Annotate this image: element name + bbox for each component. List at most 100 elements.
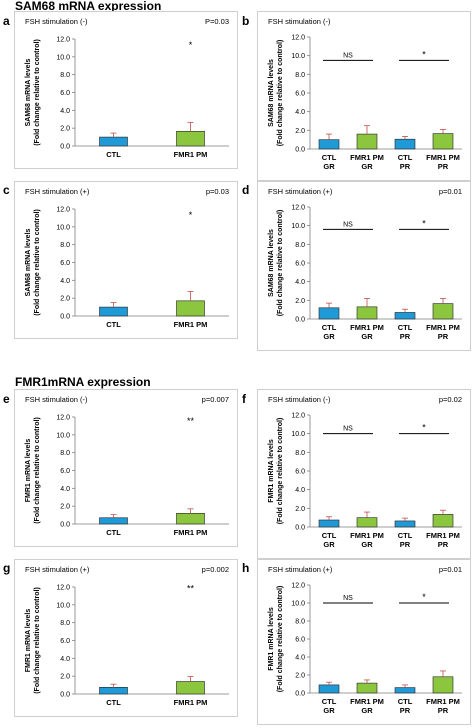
significance-mark: *: [189, 40, 193, 50]
y-tick-label: 8.0: [60, 72, 70, 79]
y-tick-label: 8.0: [60, 450, 70, 457]
section-title-sam68: SAM68 mRNA expression: [15, 0, 162, 13]
y-tick-label: 4.0: [295, 487, 305, 494]
significance-mark: **: [187, 583, 195, 593]
x-category-label: FMR1 PM: [174, 320, 208, 329]
bar-ctl: [99, 517, 128, 525]
x-category-label: PR: [438, 706, 449, 715]
chart-panel-d: FSH stimulation (+) p=0.01 SAM68 mRNA leve…: [257, 181, 471, 351]
x-category-label: FMR1 PM: [350, 153, 384, 162]
significance-mark: **: [187, 416, 195, 426]
x-category-label: PR: [438, 540, 449, 549]
x-category-label: PR: [400, 332, 411, 341]
y-tick-label: 8.0: [295, 619, 305, 626]
panel-letter-d: d: [242, 183, 250, 197]
bar-ctl: [318, 519, 340, 528]
y-tick-label: 10.0: [291, 223, 305, 230]
y-tick-label: 4.0: [295, 655, 305, 662]
panel-letter-b: b: [242, 14, 250, 28]
bar-fmr1-pm: [432, 514, 454, 528]
y-tick-label: 6.0: [295, 469, 305, 476]
y-tick-label: 0.0: [295, 147, 305, 154]
y-tick-label: 12.0: [291, 583, 305, 590]
x-category-label: GR: [323, 706, 335, 715]
bar-ctl: [99, 306, 128, 317]
y-axis-label: SAM68 mRNA levels: [268, 59, 275, 127]
y-tick-label: 2.0: [60, 296, 70, 303]
panel-letter-c: c: [3, 183, 10, 197]
y-tick-label: 2.0: [60, 126, 70, 133]
y-axis-label: FMR1 mRNA levels: [25, 609, 32, 673]
comparison-label: *: [422, 49, 426, 59]
p-value-label: p=0.007: [202, 395, 229, 404]
chart-panel-a: FSH stimulation (-) P=0.03 SAM68 mRNA leve…: [14, 11, 238, 169]
y-axis-label: SAM68 mRNA levels: [268, 229, 275, 297]
y-tick-label: 12.0: [291, 35, 305, 42]
p-value-label: P=0.03: [205, 17, 229, 26]
y-tick-label: 2.0: [295, 128, 305, 135]
chart-svg-f: FSH stimulation (-) p=0.02 FMR1 mRNA level…: [268, 395, 462, 549]
chart-svg-a: FSH stimulation (-) P=0.03 SAM68 mRNA leve…: [25, 17, 229, 159]
p-value-label: p=0.03: [206, 187, 229, 196]
panel-letter-e: e: [3, 392, 10, 406]
bar-ctl: [99, 687, 128, 695]
y-tick-label: 0.0: [60, 522, 70, 529]
y-tick-label: 6.0: [295, 91, 305, 98]
y-axis-label-sub: (Fold change relative to control): [277, 40, 284, 147]
bar-ctl: [394, 520, 416, 528]
y-tick-label: 10.0: [291, 601, 305, 608]
chart-panel-h: FSH stimulation (+) p=0.01 FMR1 mRNA level…: [257, 559, 471, 725]
bar-fmr1-pm: [356, 133, 378, 150]
y-axis-label-sub: (Fold change relative to control): [34, 39, 41, 146]
chart-panel-g: FSH stimulation (+) p=0.002 FMR1 mRNA leve…: [14, 559, 238, 717]
y-axis-label-sub: (Fold change relative to control): [277, 210, 284, 317]
y-tick-label: 2.0: [295, 298, 305, 305]
x-category-label: CTL: [398, 531, 413, 540]
x-category-label: PR: [438, 332, 449, 341]
y-axis-label: FMR1 mRNA levels: [25, 439, 32, 503]
comparison-label: *: [422, 218, 426, 228]
y-tick-label: 2.0: [295, 506, 305, 513]
y-axis-label-sub: (Fold change relative to control): [277, 418, 284, 525]
chart-header: FSH stimulation (-): [25, 17, 88, 26]
x-category-label: CTL: [322, 153, 337, 162]
bar-fmr1-pm: [176, 513, 205, 525]
x-category-label: CTL: [106, 150, 121, 159]
y-tick-label: 8.0: [60, 242, 70, 249]
y-tick-label: 12.0: [291, 413, 305, 420]
y-tick-label: 2.0: [60, 504, 70, 511]
bar-fmr1-pm: [356, 306, 378, 320]
x-category-label: CTL: [398, 697, 413, 706]
x-category-label: PR: [400, 706, 411, 715]
y-tick-label: 0.0: [60, 692, 70, 699]
x-category-label: FMR1 PM: [426, 531, 460, 540]
x-category-label: FMR1 PM: [174, 528, 208, 537]
chart-header: FSH stimulation (+): [25, 565, 90, 574]
y-axis-label: FMR1 mRNA levels: [268, 439, 275, 503]
y-tick-label: 12.0: [56, 415, 70, 422]
y-tick-label: 4.0: [295, 109, 305, 116]
bar-fmr1-pm: [176, 681, 205, 695]
x-category-label: CTL: [398, 153, 413, 162]
panel-letter-g: g: [3, 561, 11, 575]
y-tick-label: 8.0: [60, 620, 70, 627]
y-axis-label-sub: (Fold change relative to control): [277, 586, 284, 693]
chart-svg-h: FSH stimulation (+) p=0.01 FMR1 mRNA level…: [268, 565, 462, 715]
x-category-label: CTL: [398, 323, 413, 332]
chart-svg-e: FSH stimulation (-) p=0.007 FMR1 mRNA leve…: [25, 395, 229, 537]
x-category-label: PR: [400, 540, 411, 549]
y-tick-label: 0.0: [295, 317, 305, 324]
bar-fmr1-pm: [432, 133, 454, 150]
x-category-label: GR: [323, 332, 335, 341]
comparison-label: NS: [343, 52, 353, 59]
chart-panel-b: FSH stimulation (-) SAM68 mRNA levels (Fol…: [257, 11, 471, 181]
chart-panel-f: FSH stimulation (-) p=0.02 FMR1 mRNA level…: [257, 389, 471, 559]
p-value-label: p=0.01: [439, 187, 462, 196]
y-axis-label: SAM68 mRNA levels: [25, 228, 32, 296]
y-tick-label: 8.0: [295, 242, 305, 249]
y-tick-label: 12.0: [56, 585, 70, 592]
bar-ctl: [318, 684, 340, 694]
bar-fmr1-pm: [432, 303, 454, 320]
y-tick-label: 10.0: [291, 53, 305, 60]
panel-letter-h: h: [242, 561, 250, 575]
